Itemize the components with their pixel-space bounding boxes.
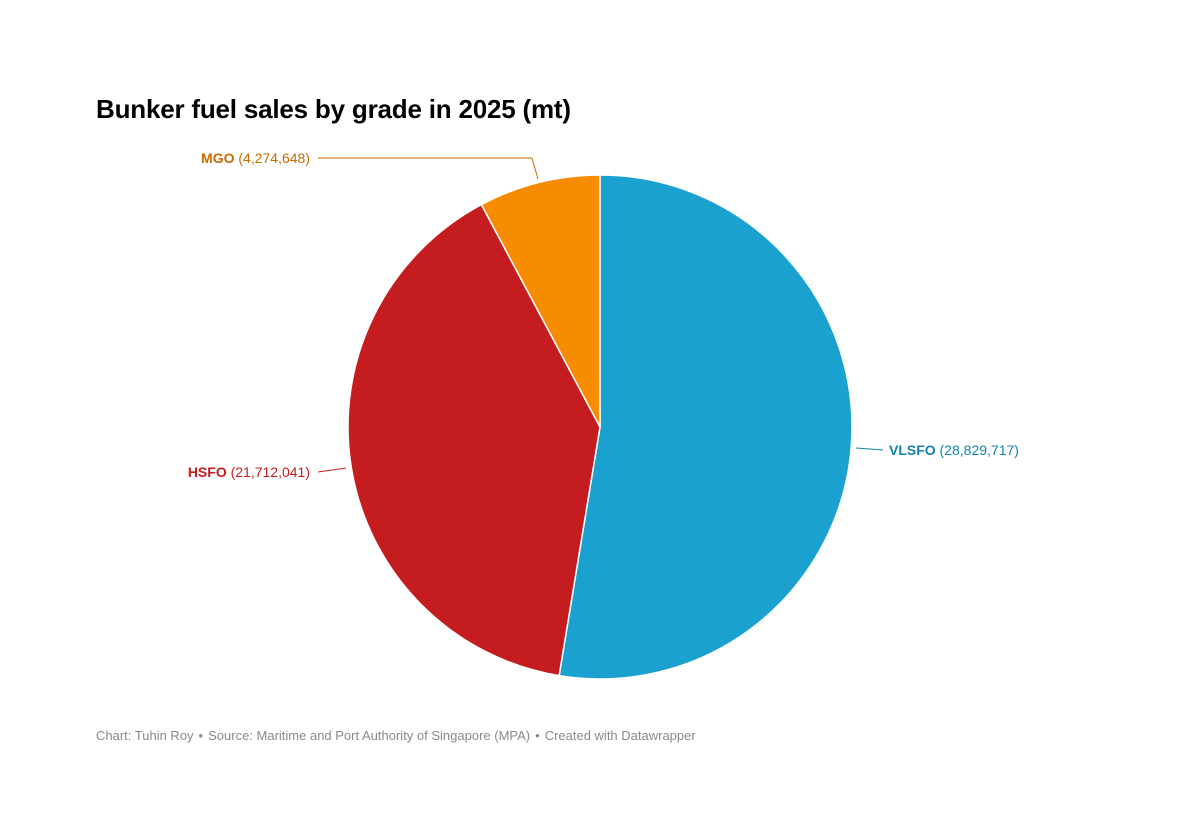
slice-label-value: (21,712,041) [227,464,310,480]
pie-slices [347,174,853,680]
slice-label-name: VLSFO [889,442,936,458]
slice-label-hsfo: HSFO (21,712,041) [188,464,310,480]
pie-slice-vlsfo [558,174,853,680]
slice-label-name: MGO [201,150,235,166]
slice-label-name: HSFO [188,464,227,480]
footer-source: Source: Maritime and Port Authority of S… [208,728,531,743]
footer-created-with: Created with Datawrapper [544,728,696,743]
pie-slice-hsfo [347,203,601,677]
leader-line-mgo [318,157,539,180]
leader-line-vlsfo [855,447,884,451]
leader-lines [317,157,884,473]
footer-credit: Chart: Tuhin Roy [96,728,194,743]
leader-line-hsfo [317,467,347,473]
chart-footer: Chart: Tuhin Roy • Source: Maritime and Po… [96,728,696,743]
slice-label-mgo: MGO (4,274,648) [201,150,310,166]
footer-separator: • [535,728,540,743]
slice-label-value: (28,829,717) [936,442,1019,458]
slice-label-value: (4,274,648) [235,150,311,166]
footer-separator: • [198,728,204,743]
pie-slice-mgo [480,174,601,428]
slice-labels: VLSFO (28,829,717) HSFO (21,712,041) MGO (… [188,150,1019,480]
chart-title: Bunker fuel sales by grade in 2025 (mt) [96,94,571,124]
slice-label-vlsfo: VLSFO (28,829,717) [889,442,1019,458]
